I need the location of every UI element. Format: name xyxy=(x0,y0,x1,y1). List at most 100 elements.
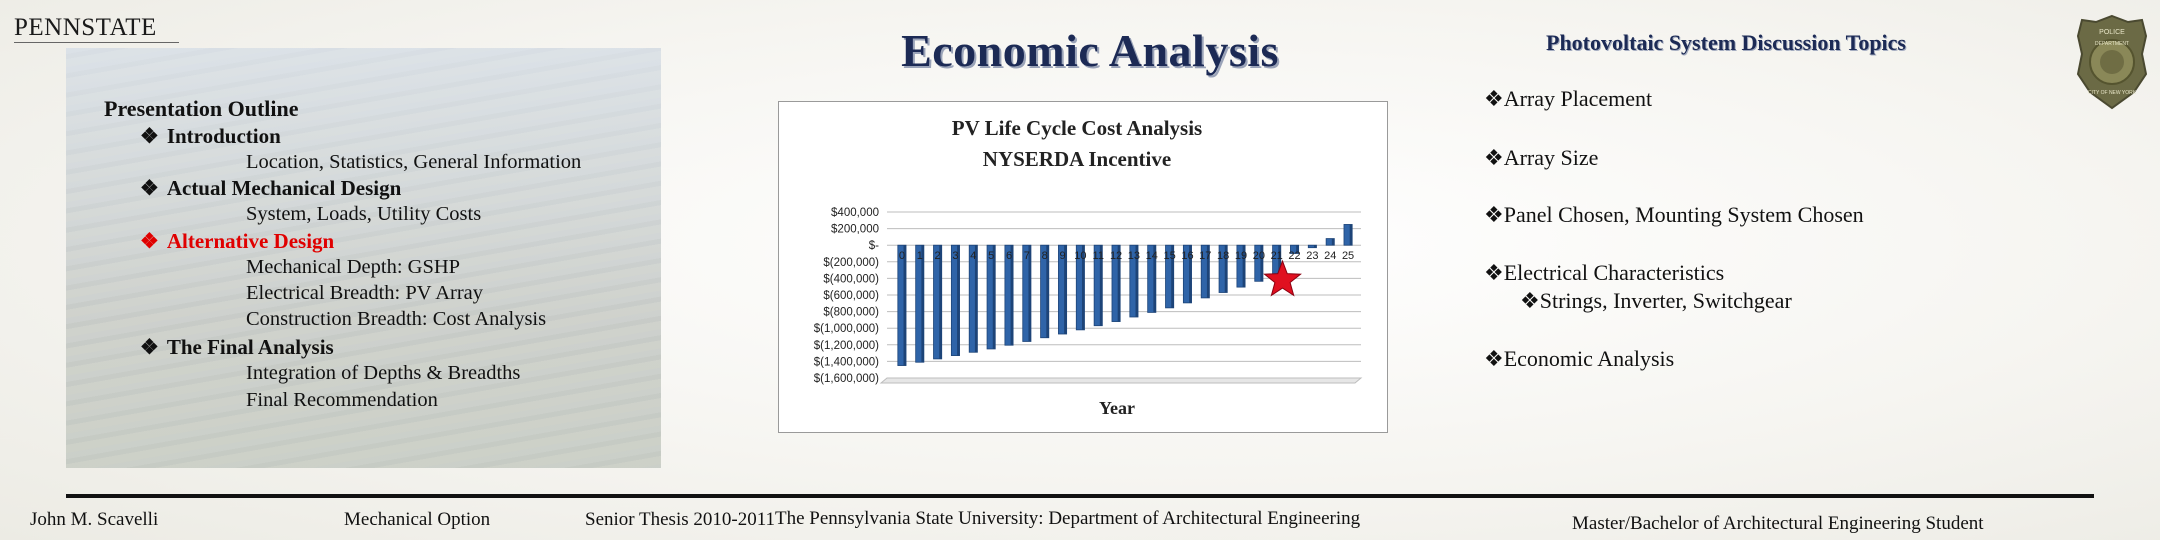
chart-x-tick-label: 3 xyxy=(952,250,958,262)
outline-sub-item: Final Recommendation xyxy=(246,389,438,411)
chart-bar-shade xyxy=(939,245,942,359)
chart-bar-shade xyxy=(1171,245,1174,308)
chart-x-tick-label: 5 xyxy=(988,250,994,262)
chart-bar-shade xyxy=(1189,245,1192,303)
chart-bar-shade xyxy=(1224,245,1228,293)
chart-x-tick-label: 24 xyxy=(1324,250,1336,262)
chart-star-icon xyxy=(1263,259,1302,297)
chart-bar-shade xyxy=(1242,245,1246,288)
chart-x-tick-label: 6 xyxy=(1006,250,1012,262)
chart-bar-shade xyxy=(1206,245,1210,298)
badge-text-bottom: CITY OF NEW YORK xyxy=(2088,90,2137,96)
footer-degree: Master/Bachelor of Architectural Enginee… xyxy=(1572,513,1984,534)
chart-bar-shade xyxy=(921,245,924,363)
outline-sub-item: Mechanical Depth: GSHP xyxy=(246,256,461,278)
chart-bar-shade xyxy=(992,245,996,349)
footer-university: The Pennsylvania State University: Depar… xyxy=(775,508,1361,529)
chart-y-tick-label: $(400,000) xyxy=(823,273,879,285)
chart-x-tick-label: 14 xyxy=(1146,250,1158,262)
chart-x-tick-label: 9 xyxy=(1059,250,1065,262)
chart-x-tick-label: 16 xyxy=(1181,250,1193,262)
chart-bar-shade xyxy=(1135,245,1139,317)
chart-x-tick-label: 11 xyxy=(1093,250,1104,262)
chart-y-tick-label: $(600,000) xyxy=(823,290,879,302)
chart-x-tick-label: 10 xyxy=(1074,250,1086,262)
chart-bar xyxy=(1254,244,1264,282)
police-department-badge-icon: POLICE DEPARTMENT CITY OF NEW YORK xyxy=(2076,14,2148,110)
chart-bar xyxy=(1200,244,1210,299)
bullet-icon: ❖ xyxy=(140,229,159,253)
chart-bar-shade xyxy=(1099,245,1103,326)
footer-option: Mechanical Option xyxy=(344,509,491,530)
chart-y-tick-label: $200,000 xyxy=(831,224,879,236)
chart-bar-shade xyxy=(1153,245,1156,313)
chart-y-tick-label: $(1,400,000) xyxy=(814,356,879,368)
chart-bar-shade xyxy=(1313,245,1317,248)
chart-bar-shade xyxy=(1117,245,1121,322)
chart-bar-shade xyxy=(1064,245,1067,335)
chart-y-tick-label: $(1,600,000) xyxy=(814,373,879,385)
bullet-icon: ❖ xyxy=(140,124,159,148)
chart-x-tick-label: 20 xyxy=(1253,250,1265,262)
bullet-icon: ❖ xyxy=(140,176,159,200)
chart-subtitle: NYSERDA Incentive xyxy=(983,147,1171,171)
chart-x-tick-label: 18 xyxy=(1217,250,1229,262)
chart-y-tick-label: $(200,000) xyxy=(823,257,879,269)
chart-x-tick-label: 7 xyxy=(1024,250,1030,262)
outline-section-introduction[interactable]: ❖ Introduction xyxy=(140,124,281,148)
chart-x-tick-label: 4 xyxy=(970,250,976,262)
bullet-icon: ❖ xyxy=(140,335,159,359)
outline-background-photo xyxy=(66,48,661,468)
chart-bar xyxy=(950,244,960,356)
chart-x-tick-label: 25 xyxy=(1342,250,1354,262)
chart-x-tick-label: 0 xyxy=(899,250,905,262)
chart-x-tick-label: 21 xyxy=(1271,250,1283,262)
topic-item: ❖Array Size xyxy=(1484,145,1599,170)
topic-item: ❖Array Placement xyxy=(1484,86,1653,111)
chart-bar-shade xyxy=(957,245,960,356)
chart-bar xyxy=(1022,244,1032,342)
chart-title: PV Life Cycle Cost Analysis xyxy=(952,116,1202,140)
outline-title: Presentation Outline xyxy=(104,96,299,121)
outline-sub-item: Integration of Depths & Breadths xyxy=(246,362,521,384)
topics-heading: Photovoltaic System Discussion Topics xyxy=(1546,30,1906,55)
chart-x-tick-label: 22 xyxy=(1288,250,1300,262)
chart-bar xyxy=(1129,244,1139,318)
topic-item: ❖Panel Chosen, Mounting System Chosen xyxy=(1484,202,1864,227)
outline-section-actual-design[interactable]: ❖ Actual Mechanical Design xyxy=(140,176,402,200)
page-title: Economic Analysis xyxy=(901,25,1279,76)
footer-divider xyxy=(66,494,2094,498)
chart-bar xyxy=(1093,244,1103,327)
chart-y-tick-label: $(800,000) xyxy=(823,307,879,319)
chart-floor xyxy=(879,377,1363,384)
chart-x-axis-label: Year xyxy=(1099,398,1135,418)
chart-bar-shade xyxy=(1296,245,1299,254)
chart-y-tick-label: $(1,000,000) xyxy=(814,323,879,335)
chart-x-tick-label: 2 xyxy=(935,250,941,262)
chart-bar-shade xyxy=(903,245,907,366)
chart-y-tick-label: $400,000 xyxy=(831,207,879,219)
chart-x-tick-label: 17 xyxy=(1199,250,1211,262)
footer-author: John M. Scavelli xyxy=(30,509,159,530)
outline-sub-item: Location, Statistics, General Informatio… xyxy=(246,151,582,173)
life-cycle-cost-chart: PV Life Cycle Cost Analysis NYSERDA Ince… xyxy=(778,101,1388,433)
chart-bar-shade xyxy=(1046,245,1049,338)
chart-bar-shade xyxy=(1349,224,1353,246)
topic-sub-item: ❖Strings, Inverter, Switchgear xyxy=(1520,288,1792,313)
outline-sub-item: Construction Breadth: Cost Analysis xyxy=(246,308,547,330)
chart-bar xyxy=(897,244,907,366)
chart-bar xyxy=(1040,244,1050,339)
chart-bar xyxy=(1325,238,1335,246)
outline-sub-item: Electrical Breadth: PV Array xyxy=(246,282,484,304)
chart-bar-shade xyxy=(1081,245,1085,330)
chart-bar xyxy=(1147,244,1157,313)
badge-text-mid: DEPARTMENT xyxy=(2095,41,2129,47)
chart-x-tick-label: 23 xyxy=(1306,250,1318,262)
badge-text-top: POLICE xyxy=(2099,29,2125,36)
chart-x-tick-label: 19 xyxy=(1235,250,1247,262)
outline-section-alternative-design[interactable]: ❖ Alternative Design xyxy=(140,229,335,253)
outline-section-final-analysis[interactable]: ❖ The Final Analysis xyxy=(140,335,334,359)
topic-item: ❖Economic Analysis xyxy=(1484,346,1675,371)
chart-bar-shade xyxy=(1010,245,1014,346)
chart-x-tick-label: 12 xyxy=(1110,250,1122,262)
